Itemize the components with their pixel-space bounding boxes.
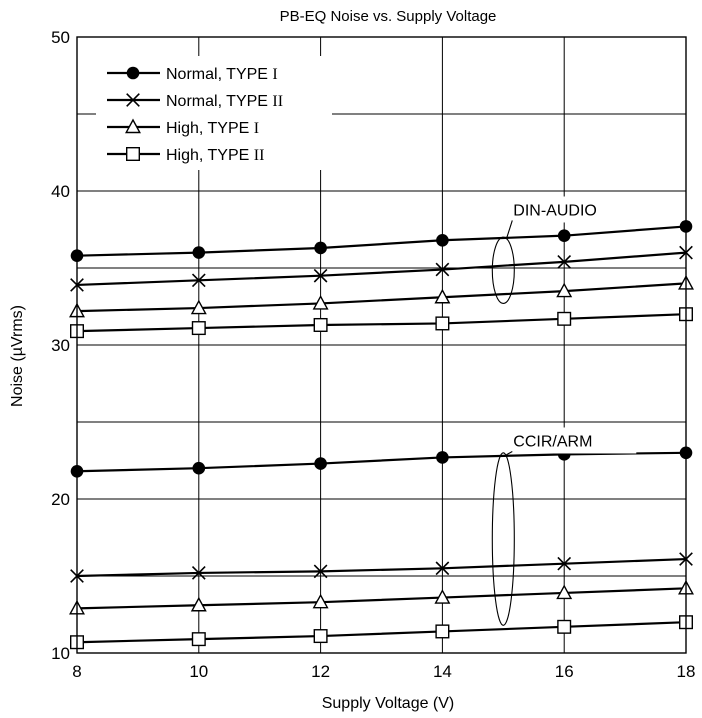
circle-marker — [436, 451, 449, 464]
square-marker — [435, 624, 450, 639]
circle-marker — [314, 457, 327, 470]
series-path — [76, 587, 687, 610]
circle-marker — [192, 461, 206, 475]
y-tick-label: 30 — [51, 336, 70, 355]
square-marker — [313, 317, 328, 332]
circle-marker — [314, 241, 327, 255]
circle-marker — [436, 233, 449, 247]
triangle-marker — [125, 118, 141, 134]
cross-marker — [313, 268, 328, 283]
annotation-bg — [508, 427, 637, 454]
legend-label: Normal, TYPE I — [166, 66, 278, 83]
x-tick-label: 10 — [189, 662, 208, 681]
y-tick-label: 40 — [51, 182, 70, 201]
triangle-marker — [312, 294, 329, 310]
legend-item: Normal, TYPE II — [107, 93, 283, 110]
chart-title: PB-EQ Noise vs. Supply Voltage — [280, 8, 497, 25]
series-path — [76, 282, 687, 313]
annotations-group: DIN-AUDIO CCIR/ARM — [491, 196, 637, 626]
legend: Normal, TYPE I Normal, TYPE II High, TYPE … — [96, 56, 332, 170]
square-marker — [435, 316, 450, 331]
square-marker — [191, 321, 206, 336]
series-line — [70, 552, 693, 583]
triangle-marker — [312, 593, 329, 609]
circle-marker — [192, 246, 206, 259]
series-path — [76, 313, 687, 333]
group-label: CCIR/ARM — [513, 433, 592, 450]
annotation-bg — [508, 196, 637, 223]
y-tick-label: 10 — [51, 644, 70, 663]
square-marker — [557, 619, 572, 634]
x-tick-label: 14 — [433, 662, 452, 681]
series-line — [70, 220, 693, 262]
legend-label: High, TYPE II — [166, 147, 264, 164]
group-ellipse — [491, 452, 515, 626]
cross-marker — [435, 262, 450, 277]
annotation-leader — [506, 450, 513, 456]
square-marker — [313, 629, 328, 644]
cross-marker — [191, 566, 206, 580]
series-line — [69, 274, 694, 318]
triangle-marker — [434, 288, 451, 304]
cross-marker — [435, 561, 450, 576]
series-path — [76, 621, 687, 644]
series-path — [76, 557, 687, 578]
circle-marker — [557, 229, 571, 242]
square-marker — [557, 311, 572, 326]
series-group — [69, 220, 694, 650]
x-tick-label: 8 — [72, 662, 81, 681]
group-ellipse — [491, 236, 515, 304]
series-line — [69, 615, 694, 650]
series-line — [69, 307, 694, 339]
cross-marker — [191, 273, 206, 288]
triangle-marker — [190, 299, 207, 315]
series-line — [69, 579, 694, 615]
cross-marker — [126, 93, 140, 107]
triangle-marker — [556, 282, 573, 298]
legend-item: High, TYPE II — [107, 146, 264, 164]
cross-marker — [557, 556, 572, 571]
series-path — [76, 451, 687, 473]
y-axis-label: Noise (µVrms) — [9, 305, 26, 407]
series-path — [76, 251, 687, 287]
x-tick-label: 16 — [555, 662, 574, 681]
plot-frame — [76, 36, 687, 654]
cross-marker — [557, 254, 572, 269]
triangle-marker — [434, 589, 451, 604]
square-marker — [191, 632, 206, 647]
triangle-marker — [190, 596, 207, 612]
square-marker — [125, 146, 140, 161]
legend-item: Normal, TYPE I — [107, 66, 278, 83]
cross-marker — [313, 564, 328, 579]
x-tick-label: 12 — [311, 662, 330, 681]
group-label: DIN-AUDIO — [513, 202, 597, 219]
series-path — [76, 225, 687, 257]
x-tick-label: 18 — [677, 662, 696, 681]
x-axis-label: Supply Voltage (V) — [322, 695, 455, 712]
legend-label: High, TYPE I — [166, 120, 259, 137]
legend-label: Normal, TYPE II — [166, 93, 283, 110]
y-tick-label: 50 — [51, 28, 70, 47]
series-line — [70, 245, 693, 292]
y-tick-label: 20 — [51, 490, 70, 509]
annotation-leader — [505, 220, 513, 240]
circle-marker — [126, 66, 140, 80]
legend-item: High, TYPE I — [107, 118, 259, 137]
triangle-marker — [556, 584, 573, 600]
